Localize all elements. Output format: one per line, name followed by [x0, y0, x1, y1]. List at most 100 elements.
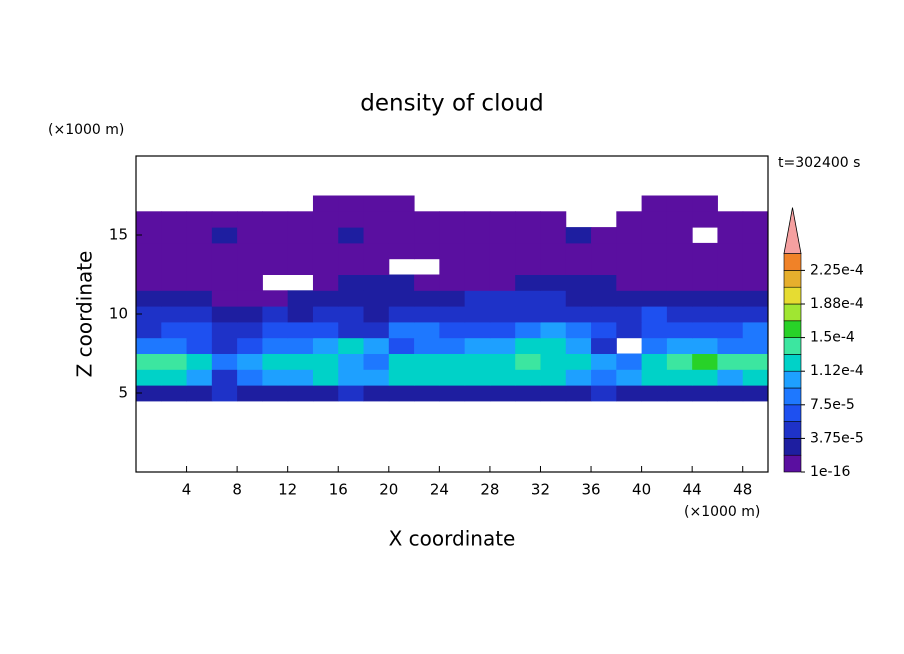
colorbar-box — [783, 303, 802, 322]
contour-cell — [439, 274, 466, 291]
contour-cell — [186, 306, 213, 323]
contour-cell — [161, 227, 188, 244]
contour-cell — [464, 321, 491, 339]
contour-cell — [489, 211, 516, 228]
contour-cell — [717, 321, 744, 339]
contour-cell — [616, 369, 643, 386]
x-tick-label: 48 — [733, 481, 752, 499]
contour-cell — [363, 274, 390, 291]
contour-cell — [186, 258, 213, 275]
contour-cell — [439, 353, 466, 370]
contour-cell — [666, 274, 693, 291]
contour-cell — [388, 353, 415, 370]
contour-cell — [211, 385, 238, 402]
contour-cell — [515, 321, 541, 339]
contour-cell — [515, 337, 541, 354]
contour-cell — [540, 306, 567, 323]
contour-cell — [262, 321, 289, 339]
x-tick-label: 12 — [278, 481, 297, 499]
contour-cell — [591, 385, 617, 402]
contour-cell — [363, 195, 390, 212]
contour-cell — [237, 242, 263, 260]
contour-cell — [338, 211, 365, 228]
contour-cell — [136, 290, 162, 307]
contour-cell — [237, 290, 263, 307]
contour-cell — [161, 321, 188, 339]
contour-cell — [237, 306, 263, 323]
contour-cell — [161, 258, 188, 275]
contour-cell — [388, 227, 415, 244]
contour-cell — [312, 385, 339, 402]
colorbar-box — [783, 421, 802, 439]
contour-cell — [161, 385, 188, 402]
contour-cell — [363, 258, 390, 275]
contour-cell — [338, 258, 365, 275]
contour-cell — [666, 369, 693, 386]
contour-cell — [414, 242, 440, 260]
contour-cell — [540, 258, 567, 275]
contour-cell — [287, 290, 314, 307]
contour-cell — [363, 385, 390, 402]
contour-cell — [211, 306, 238, 323]
contour-cell — [464, 274, 491, 291]
colorbar-box — [783, 370, 802, 389]
contour-cell — [186, 211, 213, 228]
contour-cell — [641, 385, 668, 402]
contour-cell — [515, 274, 541, 291]
contour-cell — [489, 337, 516, 354]
contour-cell — [464, 290, 491, 307]
contour-cell — [287, 369, 314, 386]
contour-cell — [616, 274, 643, 291]
contour-cell — [489, 353, 516, 370]
contour-cell — [262, 227, 289, 244]
contour-cell — [717, 211, 744, 228]
contour-cell — [742, 306, 769, 323]
contour-cell — [414, 321, 440, 339]
contour-cell — [439, 385, 466, 402]
contour-cell — [641, 195, 668, 212]
contour-cell — [515, 242, 541, 260]
contour-cell — [312, 195, 339, 212]
contour-cell — [237, 337, 263, 354]
contour-cell — [540, 211, 567, 228]
contour-cell — [338, 321, 365, 339]
contour-cell — [439, 321, 466, 339]
colorbar-tick-label: 2.25e-4 — [810, 262, 864, 278]
contour-cell — [742, 227, 769, 244]
contour-cell — [565, 353, 592, 370]
contour-cell — [312, 369, 339, 386]
contour-cell — [388, 321, 415, 339]
contour-cell — [742, 321, 769, 339]
contour-cell — [515, 369, 541, 386]
contour-cell — [692, 369, 718, 386]
contour-cell — [692, 290, 718, 307]
contour-cell — [136, 337, 162, 354]
x-tick-label: 16 — [329, 481, 348, 499]
contour-cell — [161, 274, 188, 291]
contour-cell — [161, 369, 188, 386]
contour-cell — [540, 242, 567, 260]
contour-cell — [439, 258, 466, 275]
contour-cell — [464, 337, 491, 354]
contour-cell — [565, 306, 592, 323]
colorbar-box — [783, 454, 802, 473]
x-tick-label: 36 — [581, 481, 600, 499]
contour-cell — [717, 258, 744, 275]
contour-cell — [616, 242, 643, 260]
contour-cell — [363, 321, 390, 339]
colorbar-box — [783, 270, 802, 288]
contour-cell — [211, 258, 238, 275]
contour-cell — [338, 337, 365, 354]
contour-cell — [742, 258, 769, 275]
chart-title: density of cloud — [360, 91, 543, 117]
contour-cell — [464, 258, 491, 275]
contour-cell — [186, 242, 213, 260]
contour-cell — [262, 211, 289, 228]
contour-cell — [287, 353, 314, 370]
contour-cell — [211, 211, 238, 228]
y-unit: (×1000 m) — [48, 122, 124, 138]
y-tick-label: 10 — [109, 305, 128, 323]
contour-cell — [641, 274, 668, 291]
y-axis-label: Z coordinate — [73, 251, 97, 378]
contour-cell — [262, 337, 289, 354]
